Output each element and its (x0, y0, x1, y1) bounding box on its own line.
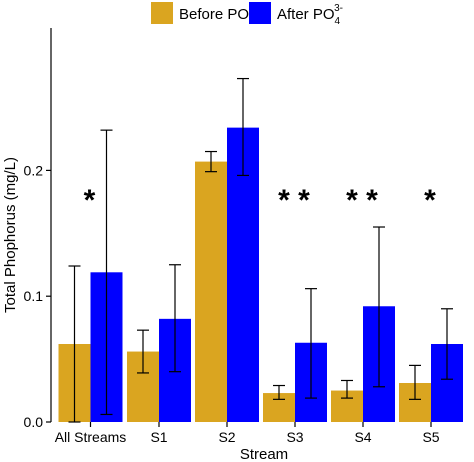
x-ticks: All Streams S1 S2 S3 S4 S5 (55, 422, 440, 445)
errorbar-before-s4 (341, 379, 353, 399)
errorbar-after-s3 (305, 288, 317, 399)
errorbar-before-s1 (137, 329, 149, 374)
y-ticks: 0.0 0.1 0.2 (24, 162, 51, 430)
legend: Before PO43- After PO43- (151, 2, 343, 27)
bar-before-s2 (195, 161, 227, 422)
significance-markers: * * * * * * (84, 184, 437, 217)
error-bars (68, 77, 453, 423)
significance-marker: * (84, 184, 96, 217)
legend-label-before: Before PO43- (179, 3, 258, 27)
errorbar-after-s4 (373, 226, 385, 388)
errorbar-before-s5 (409, 364, 421, 400)
y-tick-label: 0.1 (24, 288, 44, 304)
legend-swatch-before (151, 2, 173, 24)
x-tick-label: S5 (422, 429, 439, 445)
x-tick-label: S4 (354, 429, 371, 445)
errorbar-before-all-streams (68, 265, 81, 423)
y-tick-label: 0.2 (24, 162, 44, 178)
y-tick-label: 0.0 (24, 414, 44, 430)
bar-after-s2 (227, 127, 259, 423)
legend-swatch-after (249, 2, 271, 24)
x-tick-label: S2 (218, 429, 235, 445)
bars (58, 127, 463, 423)
y-axis-title: Total Phophorus (mg/L) (2, 157, 19, 313)
x-axis-title: Stream (240, 446, 288, 462)
errorbar-before-s2 (205, 150, 217, 173)
errorbar-before-s3 (273, 384, 285, 400)
significance-marker: * * (278, 184, 310, 217)
errorbar-after-s5 (441, 308, 453, 380)
errorbar-after-all-streams (100, 129, 113, 416)
x-tick-label: S1 (150, 429, 167, 445)
x-tick-label: S3 (286, 429, 303, 445)
significance-marker: * (424, 184, 436, 217)
x-tick-label: All Streams (55, 429, 127, 445)
significance-marker: * * (346, 184, 378, 217)
errorbar-after-s2 (237, 77, 249, 177)
errorbar-after-s1 (169, 264, 181, 373)
legend-label-after: After PO43- (277, 3, 343, 27)
